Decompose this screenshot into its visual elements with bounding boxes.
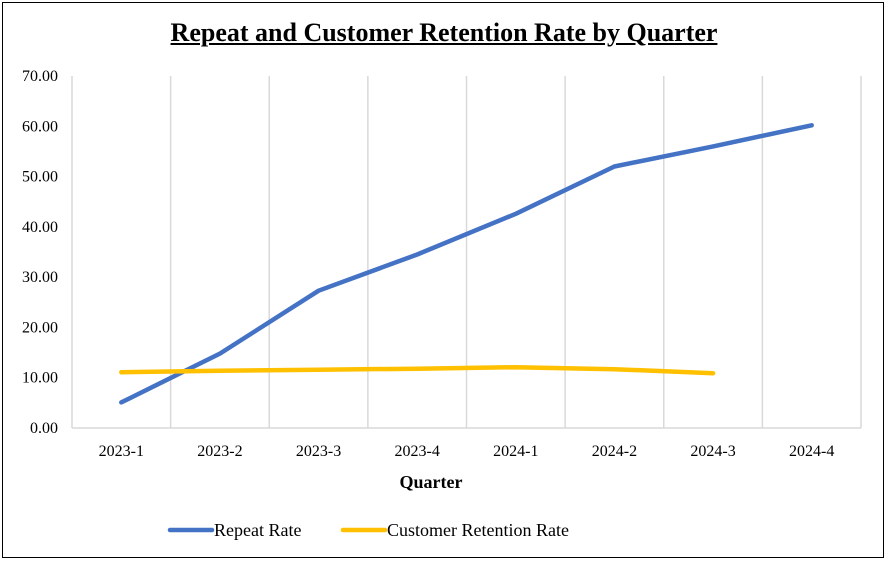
x-tick-label: 2023-3 xyxy=(296,443,341,460)
x-tick-label: 2023-1 xyxy=(99,443,144,460)
x-tick-label: 2023-2 xyxy=(197,443,242,460)
y-tick-labels: 0.00 10.00 20.00 30.00 40.00 50.00 60.00 70.00 xyxy=(22,68,58,437)
y-tick-label: 40.00 xyxy=(22,219,58,236)
series-line-customer-retention-rate xyxy=(119,364,716,376)
x-tick-label: 2024-2 xyxy=(592,443,637,460)
x-tick-label: 2024-3 xyxy=(690,443,735,460)
y-tick-label: 0.00 xyxy=(30,420,58,437)
series-line-repeat-rate xyxy=(119,123,814,405)
gridlines xyxy=(169,76,862,428)
x-tick-label: 2024-1 xyxy=(493,443,538,460)
y-tick-label: 50.00 xyxy=(22,169,58,186)
series-lines xyxy=(119,123,814,405)
x-tick-label: 2023-4 xyxy=(395,443,440,460)
x-tick-labels: 2023-1 2023-2 2023-3 2023-4 2024-1 2024-2 2024… xyxy=(99,443,835,460)
y-tick-label: 30.00 xyxy=(22,269,58,286)
y-tick-label: 20.00 xyxy=(22,319,58,336)
y-tick-label: 60.00 xyxy=(22,118,58,135)
y-tick-label: 70.00 xyxy=(22,68,58,85)
y-tick-label: 10.00 xyxy=(22,370,58,387)
legend-label-repeat-rate: Repeat Rate xyxy=(214,520,301,540)
legend-label-customer-retention-rate: Customer Retention Rate xyxy=(387,520,569,540)
chart-title: Repeat and Customer Retention Rate by Qu… xyxy=(170,18,718,47)
x-tick-label: 2024-4 xyxy=(789,443,834,460)
x-axis-title: Quarter xyxy=(400,472,463,492)
axes xyxy=(71,76,861,429)
legend: Repeat Rate Customer Retention Rate xyxy=(167,520,569,540)
